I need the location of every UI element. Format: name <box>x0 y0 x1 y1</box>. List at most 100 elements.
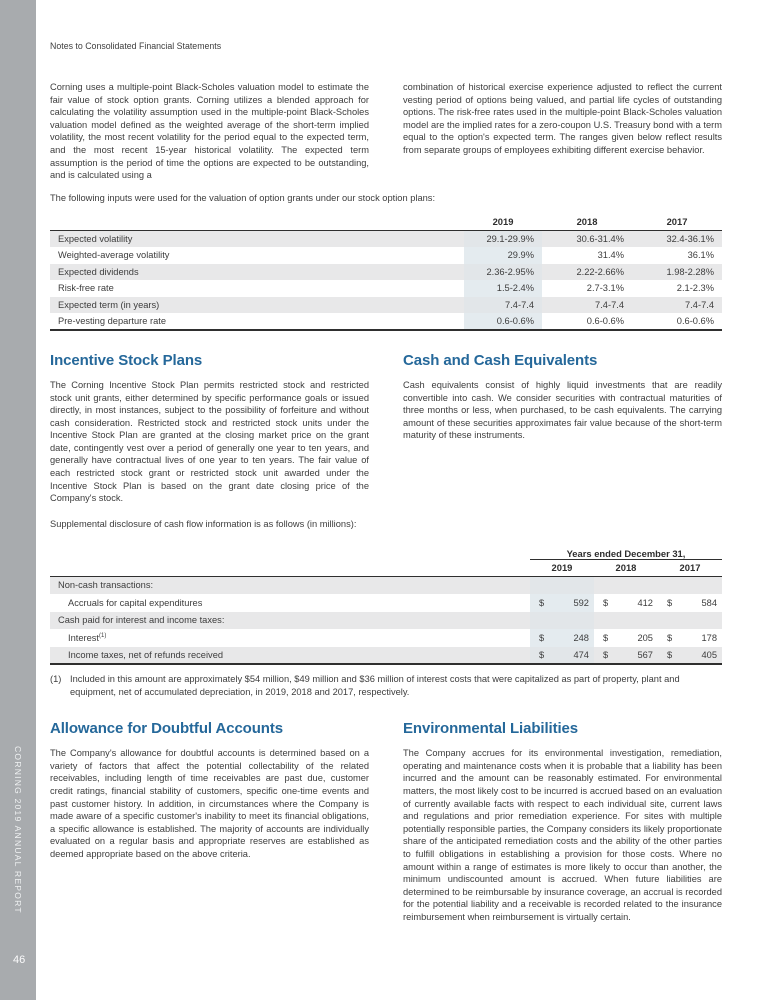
running-header: Notes to Consolidated Financial Statemen… <box>50 41 222 51</box>
footnote-text: Included in this amount are approximatel… <box>70 674 680 697</box>
cell-value: 7.4-7.4 <box>464 296 542 314</box>
currency-symbol: $ <box>593 646 614 665</box>
cell-value: 584 <box>701 597 717 608</box>
table-header-row: 2019 2018 2017 <box>50 559 722 577</box>
currency-symbol <box>657 611 678 630</box>
intro-column-left: Corning uses a multiple-point Black-Scho… <box>50 82 369 181</box>
intro-column-right: combination of historical exercise exper… <box>403 82 722 155</box>
section-title-allowance: Allowance for Doubtful Accounts <box>50 720 284 738</box>
footnote-marker: (1) <box>50 674 62 685</box>
cell-value <box>677 611 722 630</box>
currency-symbol <box>593 576 614 595</box>
cell-value: 30.6-31.4% <box>542 230 632 247</box>
incentive-stock-plans-section: Incentive Stock Plans The Corning Incent… <box>50 352 369 531</box>
row-label: Weighted-average volatility <box>58 250 170 261</box>
cell-value: 567 <box>613 646 658 665</box>
cash-equivalents-section: Cash and Cash Equivalents Cash equivalen… <box>403 352 722 531</box>
middle-section-columns: Incentive Stock Plans The Corning Incent… <box>50 352 722 531</box>
cell-value: 0.6-0.6% <box>464 313 542 330</box>
currency-symbol <box>529 611 550 630</box>
cell-value <box>549 576 594 595</box>
currency-symbol: $ <box>602 633 609 644</box>
years-ended-header: Years ended December 31, <box>529 543 722 560</box>
row-label: Expected volatility <box>50 230 464 247</box>
year-header-2019: 2019 <box>529 559 594 577</box>
section-title-incentive: Incentive Stock Plans <box>50 351 203 369</box>
cell-value: 7.4-7.4 <box>632 296 722 314</box>
currency-symbol: $ <box>529 594 550 612</box>
table-row: Accruals for capital expenditures $592 $41… <box>50 594 722 612</box>
year-header-2017: 2017 <box>632 213 722 231</box>
header-spacer <box>50 543 530 559</box>
cell-value <box>613 611 658 630</box>
currency-symbol: $ <box>666 633 673 644</box>
cash-flow-supplemental-table: Years ended December 31, 2019 2018 2017 … <box>50 543 722 666</box>
currency-symbol: $ <box>529 629 550 647</box>
cell-value <box>549 611 594 630</box>
cash-body: Cash equivalents consist of highly liqui… <box>403 379 722 441</box>
row-label: Income taxes, net of refunds received <box>50 646 530 665</box>
doubtful-accounts-section: Allowance for Doubtful Accounts The Comp… <box>50 720 369 923</box>
section-title-environmental: Environmental Liabilities <box>403 720 579 738</box>
cell-value: 29.9% <box>464 246 542 264</box>
cell-value: 29.1-29.9% <box>464 230 542 247</box>
table-row: Income taxes, net of refunds received $47… <box>50 646 722 665</box>
cell-value <box>613 576 658 595</box>
table-row: Cash paid for interest and income taxes: <box>50 611 722 630</box>
cell-value: 1.98-2.28% <box>632 263 722 281</box>
header-spacer <box>50 559 530 577</box>
row-label: Non-cash transactions: <box>50 576 530 595</box>
header-spacer <box>50 213 464 231</box>
cell-value: 31.4% <box>597 250 624 261</box>
currency-symbol: $ <box>657 646 678 665</box>
cell-value: 592 <box>549 594 594 612</box>
year-header-2018: 2018 <box>593 559 658 577</box>
cell-value: 412 <box>637 597 653 608</box>
cell-value: 2.7-3.1% <box>586 283 624 294</box>
cell-value <box>677 576 722 595</box>
year-header-2018: 2018 <box>542 213 632 231</box>
table-footnote: (1) Included in this amount are approxim… <box>50 673 722 698</box>
row-label: Accruals for capital expenditures <box>68 597 203 608</box>
currency-symbol <box>593 611 614 630</box>
page-content: Notes to Consolidated Financial Statemen… <box>50 0 722 924</box>
year-header-2019: 2019 <box>464 213 542 231</box>
options-table-lead: The following inputs were used for the v… <box>50 192 436 203</box>
footnote-ref: (1) <box>99 632 107 639</box>
year-header-2017: 2017 <box>657 559 722 577</box>
table-row: Risk-free rate 1.5-2.4% 2.7-3.1% 2.1-2.3% <box>50 280 722 297</box>
incentive-body: The Corning Incentive Stock Plan permits… <box>50 379 369 504</box>
environmental-body: The Company accrues for its environmenta… <box>403 748 722 922</box>
table-row: Weighted-average volatility 29.9% 31.4% 36.… <box>50 246 722 264</box>
cell-value: 36.1% <box>687 250 714 261</box>
section-title-cash: Cash and Cash Equivalents <box>403 351 598 369</box>
cell-value: 178 <box>701 633 717 644</box>
currency-symbol <box>657 576 678 595</box>
report-spine-title: CORNING 2019 ANNUAL REPORT <box>13 746 23 914</box>
currency-symbol: $ <box>666 597 673 608</box>
cell-value: 32.4-36.1% <box>632 230 722 247</box>
cell-value: 0.6-0.6% <box>586 316 624 327</box>
table-row: Expected volatility 29.1-29.9% 30.6-31.4% 3… <box>50 230 722 247</box>
cell-value: 1.5-2.4% <box>464 280 542 297</box>
cell-value: 474 <box>549 646 594 665</box>
row-label: Expected dividends <box>50 263 464 281</box>
table-header-row: 2019 2018 2017 <box>50 213 722 231</box>
table-row: Pre-vesting departure rate 0.6-0.6% 0.6-0.… <box>50 313 722 330</box>
page-number: 46 <box>13 954 26 966</box>
row-label: Cash paid for interest and income taxes: <box>50 611 530 630</box>
cell-value: 7.4-7.4 <box>542 296 632 314</box>
cell-value: 248 <box>549 629 594 647</box>
row-label: Interest(1) <box>68 632 107 644</box>
cell-value: 2.36-2.95% <box>464 263 542 281</box>
table-row: Expected term (in years) 7.4-7.4 7.4-7.4 7.… <box>50 296 722 314</box>
supplemental-disclosure-lead: Supplemental disclosure of cash flow inf… <box>50 518 357 529</box>
span-header-row: Years ended December 31, <box>50 543 722 560</box>
cell-value: 2.1-2.3% <box>676 283 714 294</box>
currency-symbol: $ <box>529 646 550 665</box>
option-valuation-inputs-table: 2019 2018 2017 Expected volatility 29.1-2… <box>50 213 722 331</box>
row-label: Pre-vesting departure rate <box>58 316 167 327</box>
environmental-liabilities-section: Environmental Liabilities The Company ac… <box>403 720 722 923</box>
row-label: Expected term (in years) <box>50 296 464 314</box>
